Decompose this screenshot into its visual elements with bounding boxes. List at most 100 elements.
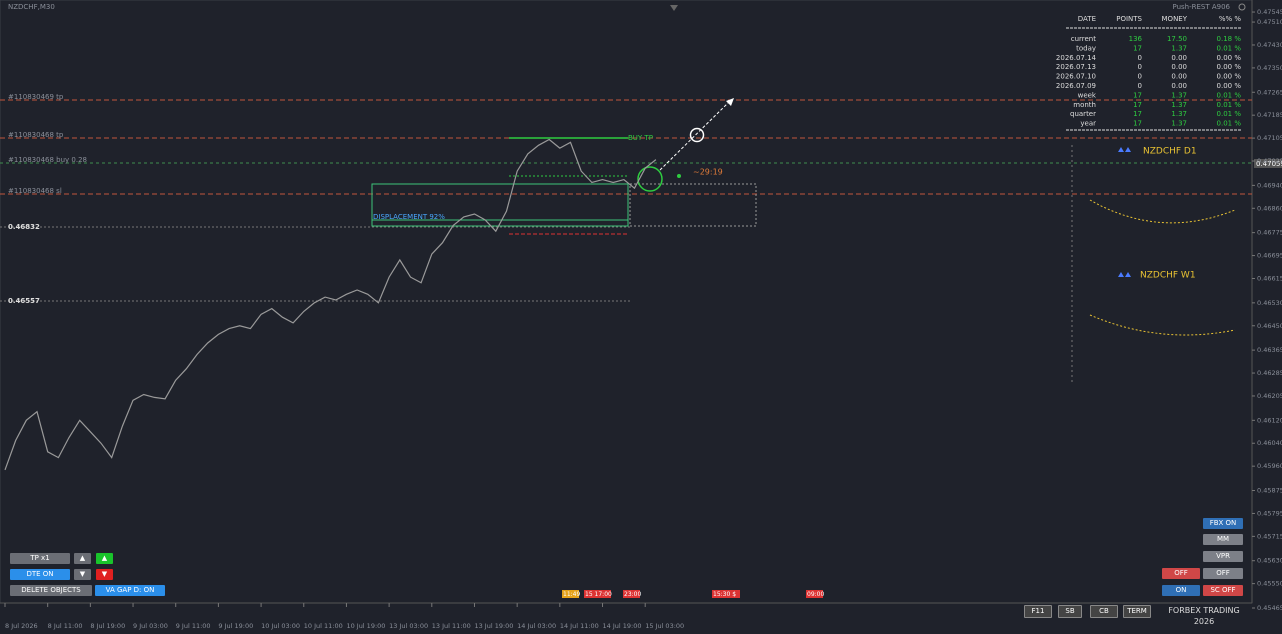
session-box [806, 590, 823, 598]
y-tick-label: 0.46530 [1257, 299, 1282, 307]
table-cell: month [1073, 101, 1096, 109]
displacement-base [371, 219, 629, 227]
table-cell: year [1080, 120, 1096, 128]
table-cell: current [1071, 35, 1097, 43]
table-cell: 17 [1133, 120, 1142, 128]
collapse-arrow [670, 5, 678, 11]
server-icon [1238, 3, 1246, 11]
table-cell: 0.01 % [1217, 120, 1242, 128]
mini-chart-title: NZDCHF W1 [1140, 271, 1196, 281]
y-tick-label: 0.46285 [1257, 369, 1282, 377]
timer-label: ~29:19 [693, 168, 723, 177]
y-tick-label: 0.45875 [1257, 487, 1282, 495]
y-tick-label: 0.47350 [1257, 64, 1282, 72]
buy-tp-label: BUY TP [628, 134, 653, 142]
symbol-title: NZDCHF,M30 [8, 3, 55, 11]
y-tick-label: 0.47025 [1257, 157, 1282, 165]
up-button[interactable]: ▲ [74, 553, 91, 564]
table-cell: 0 [1138, 63, 1142, 71]
displacement-label: DISPLACEMENT 92% [373, 213, 445, 221]
va-gap-button[interactable]: VA GAP D: ON [95, 585, 165, 596]
dte-button[interactable]: DTE ON [10, 569, 70, 580]
x-tick-label: 8 Jul 11:00 [48, 622, 83, 630]
sc-off-button[interactable]: SC OFF [1203, 585, 1243, 596]
y-tick-label: 0.47265 [1257, 88, 1282, 96]
mini-ma [1089, 314, 1236, 336]
fbx-button[interactable]: FBX ON [1203, 518, 1243, 529]
y-tick-label: 0.47430 [1257, 41, 1282, 49]
table-cell: 0 [1138, 82, 1142, 90]
table-cell: 17 [1133, 91, 1142, 99]
on-button[interactable]: ON [1162, 585, 1200, 596]
cb-button[interactable]: CB [1090, 605, 1118, 618]
x-tick-label: 13 Jul 03:00 [389, 622, 428, 630]
table-cell: 0.00 % [1217, 63, 1242, 71]
x-tick-label: 13 Jul 11:00 [432, 622, 471, 630]
session-box [623, 590, 640, 598]
y-tick-label: 0.45795 [1257, 509, 1282, 517]
table-cell: 1.37 [1171, 110, 1187, 118]
up-green-button[interactable]: ▲ [96, 553, 113, 564]
target-arrow [659, 100, 731, 171]
table-cell: 17 [1133, 110, 1142, 118]
session-box [562, 590, 579, 598]
y-tick-label: 0.46860 [1257, 204, 1282, 212]
server-label: Push-REST A906 [1172, 3, 1230, 11]
order-label: #110830469 tp [8, 93, 64, 101]
x-tick-label: 14 Jul 03:00 [517, 622, 556, 630]
level-label: 0.46557 [8, 297, 40, 305]
off-button[interactable]: OFF [1162, 568, 1200, 579]
table-cell: 0.18 % [1217, 35, 1242, 43]
y-tick-label: 0.46695 [1257, 252, 1282, 260]
mini-chart-title: NZDCHF D1 [1143, 147, 1197, 157]
order-label: #110830468 sl [8, 187, 62, 195]
y-tick-label: 0.46450 [1257, 322, 1282, 330]
table-cell: 17.50 [1167, 35, 1187, 43]
table-cell: 0 [1138, 73, 1142, 81]
delete-objects-button[interactable]: DELETE OBJECTS [10, 585, 92, 596]
price-line [4, 138, 657, 471]
table-cell: 136 [1129, 35, 1143, 43]
table-cell: 2026.07.13 [1056, 63, 1096, 71]
table-cell: 0.00 [1171, 82, 1187, 90]
x-tick-label: 8 Jul 2026 [5, 622, 38, 630]
table-header: MONEY [1162, 15, 1188, 23]
session-box [712, 590, 740, 598]
down-button[interactable]: ▼ [74, 569, 91, 580]
brand-label: FORBEX TRADING 2026 [1168, 606, 1240, 626]
f11-button[interactable]: F11 [1024, 605, 1052, 618]
x-tick-label: 10 Jul 03:00 [261, 622, 300, 630]
target-circle [689, 127, 705, 143]
level-label: 0.46832 [8, 223, 40, 231]
entry-dot [677, 174, 681, 178]
order-label: #110830468 tp [8, 131, 64, 139]
current-price-box [1254, 159, 1282, 168]
tp-button[interactable]: TP x1 [10, 553, 70, 564]
session-label: 11:49 [563, 591, 580, 598]
sb-button[interactable]: SB [1058, 605, 1082, 618]
off-button[interactable]: OFF [1203, 568, 1243, 579]
table-cell: 1.37 [1171, 120, 1187, 128]
vpr-button[interactable]: VPR [1203, 551, 1243, 562]
table-cell: 0.00 % [1217, 73, 1242, 81]
table-cell: 0.01 % [1217, 44, 1242, 52]
table-cell: 17 [1133, 101, 1142, 109]
y-tick-label: 0.46040 [1257, 439, 1282, 447]
down-red-button[interactable]: ▼ [96, 569, 113, 580]
table-cell: 2026.07.14 [1056, 54, 1097, 62]
table-cell: 2026.07.10 [1056, 73, 1096, 81]
mm-button[interactable]: MM [1203, 534, 1243, 545]
table-cell: 0.01 % [1217, 110, 1242, 118]
y-tick-label: 0.46205 [1257, 392, 1282, 400]
x-tick-label: 14 Jul 11:00 [560, 622, 599, 630]
mini-ma [1089, 199, 1236, 224]
session-label: 15 17:00 [585, 591, 612, 598]
term-button[interactable]: TERM [1123, 605, 1151, 618]
y-tick-label: 0.46120 [1257, 416, 1282, 424]
y-tick-label: 0.45550 [1257, 580, 1282, 588]
table-cell: 0.01 % [1217, 101, 1242, 109]
table-cell: quarter [1070, 110, 1096, 118]
table-cell: 1.37 [1171, 101, 1187, 109]
